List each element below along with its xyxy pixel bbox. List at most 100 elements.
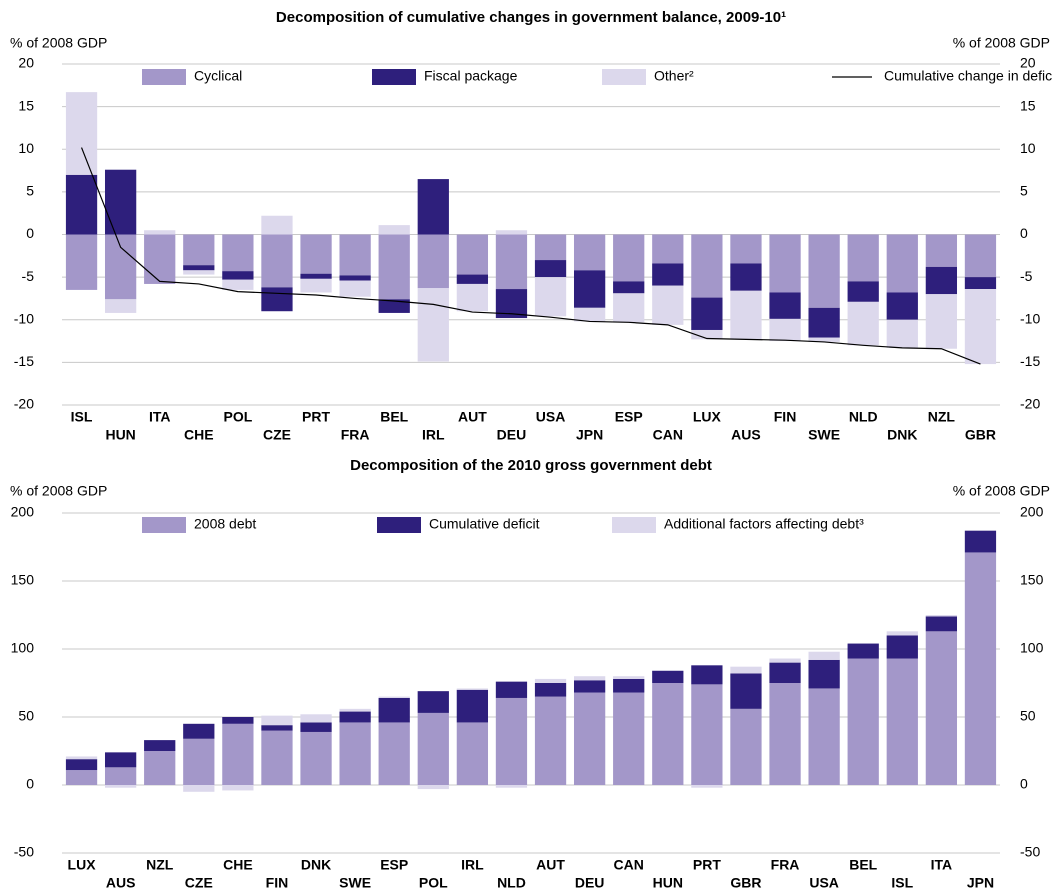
bar-segment bbox=[456, 722, 489, 785]
bar-segment bbox=[261, 715, 293, 726]
bar-segment bbox=[613, 678, 645, 693]
legend-swatch bbox=[612, 517, 656, 533]
bar-segment bbox=[339, 722, 371, 785]
bar-segment bbox=[222, 271, 254, 280]
bar-segment bbox=[769, 658, 801, 663]
bar-segment bbox=[769, 318, 801, 342]
bar-segment bbox=[183, 265, 215, 271]
bar-segment bbox=[534, 277, 567, 317]
x-tick-label: PRT bbox=[693, 857, 721, 873]
bar-segment bbox=[300, 234, 332, 274]
x-tick-label: GBR bbox=[965, 427, 996, 443]
y2-tick-label: -20 bbox=[1020, 396, 1040, 412]
bar-segment bbox=[65, 756, 98, 760]
bar-segment bbox=[652, 234, 684, 264]
x-tick-label: DEU bbox=[575, 875, 605, 890]
bar-segment bbox=[691, 785, 723, 788]
y-tick-label: 15 bbox=[18, 97, 34, 113]
bar-segment bbox=[183, 785, 215, 792]
x-tick-label: CHE bbox=[223, 857, 253, 873]
bar-segment bbox=[808, 234, 840, 308]
bar-segment bbox=[456, 234, 489, 275]
bar-segment bbox=[847, 643, 879, 659]
bar-segment bbox=[964, 277, 997, 290]
x-tick-label: AUT bbox=[536, 857, 565, 873]
legend-label: Fiscal package bbox=[424, 68, 518, 84]
y-tick-label: 200 bbox=[11, 504, 35, 520]
bar-segment bbox=[613, 293, 645, 323]
legend-swatch bbox=[372, 69, 416, 85]
bar-segment bbox=[183, 723, 215, 739]
bar-segment bbox=[495, 785, 528, 788]
y2-tick-label: 5 bbox=[1020, 183, 1028, 199]
bar-segment bbox=[925, 294, 958, 349]
x-tick-label: ISL bbox=[71, 409, 93, 425]
bar-segment bbox=[964, 530, 997, 553]
bar-segment bbox=[417, 691, 449, 713]
legend-swatch bbox=[142, 517, 186, 533]
x-tick-label: ITA bbox=[149, 409, 171, 425]
x-tick-label: NZL bbox=[928, 409, 956, 425]
bar-segment bbox=[691, 329, 723, 340]
bar-segment bbox=[691, 665, 723, 685]
bar-segment bbox=[378, 299, 410, 313]
x-tick-label: NZL bbox=[146, 857, 174, 873]
bar-segment bbox=[925, 615, 958, 617]
bar-segment bbox=[339, 280, 371, 297]
y2-tick-label: 0 bbox=[1020, 776, 1028, 792]
y-tick-label: -10 bbox=[14, 310, 34, 326]
x-tick-label: AUS bbox=[106, 875, 136, 890]
bar-segment bbox=[886, 631, 918, 636]
bar-segment bbox=[534, 260, 567, 278]
x-tick-label: AUT bbox=[458, 409, 487, 425]
bar-segment bbox=[886, 234, 918, 293]
x-tick-label: HUN bbox=[105, 427, 135, 443]
bar-segment bbox=[183, 270, 215, 275]
bar-segment bbox=[144, 740, 176, 751]
x-tick-label: ESP bbox=[615, 409, 643, 425]
x-tick-label: DNK bbox=[887, 427, 917, 443]
y2-tick-label: -5 bbox=[1020, 268, 1033, 284]
bar-segment bbox=[886, 292, 918, 320]
bar-segment bbox=[613, 676, 645, 679]
bar-segment bbox=[573, 692, 606, 785]
bar-segment bbox=[300, 278, 332, 293]
chart-title: Decomposition of the 2010 gross governme… bbox=[350, 457, 712, 474]
bar-segment bbox=[417, 179, 449, 235]
bar-segment bbox=[261, 730, 293, 785]
x-tick-label: FIN bbox=[266, 875, 289, 890]
bar-segment bbox=[183, 738, 215, 785]
y2-tick-label: 200 bbox=[1020, 504, 1044, 520]
bar-segment bbox=[886, 658, 918, 785]
y-axis-label: % of 2008 GDP bbox=[10, 483, 107, 499]
bar-segment bbox=[456, 688, 489, 690]
x-tick-label: BEL bbox=[849, 857, 877, 873]
x-tick-label: USA bbox=[809, 875, 839, 890]
bar-segment bbox=[378, 234, 410, 300]
y2-tick-label: -15 bbox=[1020, 353, 1040, 369]
bar-segment bbox=[261, 287, 293, 312]
bar-segment bbox=[65, 174, 98, 235]
legend-label: Other² bbox=[654, 68, 694, 84]
bar-segment bbox=[730, 708, 762, 785]
x-tick-label: NLD bbox=[849, 409, 878, 425]
bar-segment bbox=[378, 225, 410, 235]
bar-segment bbox=[808, 659, 840, 689]
bar-segment bbox=[769, 292, 801, 319]
bar-segment bbox=[222, 723, 254, 785]
bar-segment bbox=[104, 234, 137, 300]
bar-segment bbox=[339, 711, 371, 723]
x-tick-label: CAN bbox=[653, 427, 683, 443]
bar-segment bbox=[104, 767, 137, 785]
x-tick-label: CZE bbox=[185, 875, 213, 890]
bar-segment bbox=[534, 683, 567, 697]
bar-segment bbox=[691, 297, 723, 330]
x-tick-label: PRT bbox=[302, 409, 330, 425]
bar-segment bbox=[652, 263, 684, 286]
legend-label: 2008 debt bbox=[194, 516, 256, 532]
bar-segment bbox=[144, 230, 176, 235]
y2-tick-label: -50 bbox=[1020, 844, 1040, 860]
bar-segment bbox=[417, 234, 449, 289]
bar-segment bbox=[730, 673, 762, 709]
bar-segment bbox=[104, 752, 137, 768]
